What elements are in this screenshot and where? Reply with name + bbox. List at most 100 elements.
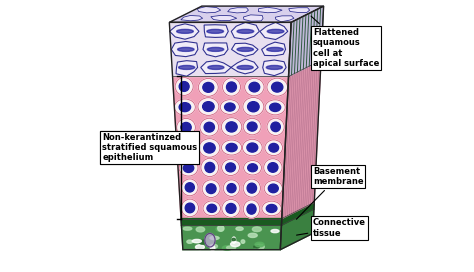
Ellipse shape <box>252 227 262 232</box>
Ellipse shape <box>236 227 243 230</box>
Ellipse shape <box>225 103 235 111</box>
Ellipse shape <box>266 204 277 213</box>
Ellipse shape <box>271 230 279 233</box>
Ellipse shape <box>210 245 215 251</box>
Ellipse shape <box>232 237 236 243</box>
Ellipse shape <box>270 103 281 112</box>
Ellipse shape <box>232 238 236 241</box>
Ellipse shape <box>199 139 220 157</box>
Ellipse shape <box>206 184 216 194</box>
Ellipse shape <box>225 162 236 172</box>
Ellipse shape <box>211 236 218 239</box>
Ellipse shape <box>202 102 214 112</box>
Ellipse shape <box>218 225 224 231</box>
Ellipse shape <box>210 244 218 248</box>
Ellipse shape <box>262 201 281 216</box>
Ellipse shape <box>177 29 193 33</box>
Ellipse shape <box>183 163 194 173</box>
Ellipse shape <box>224 103 236 112</box>
Ellipse shape <box>226 143 237 152</box>
Ellipse shape <box>196 227 205 232</box>
Ellipse shape <box>266 205 277 212</box>
Ellipse shape <box>230 242 240 246</box>
Ellipse shape <box>179 102 191 112</box>
Ellipse shape <box>174 99 195 115</box>
Ellipse shape <box>179 81 190 92</box>
Polygon shape <box>231 59 258 74</box>
Ellipse shape <box>204 162 215 173</box>
Ellipse shape <box>243 179 260 197</box>
Polygon shape <box>204 25 228 38</box>
Ellipse shape <box>266 66 283 69</box>
Ellipse shape <box>222 246 232 250</box>
Ellipse shape <box>203 82 214 92</box>
Ellipse shape <box>202 180 220 197</box>
Polygon shape <box>182 225 282 250</box>
Ellipse shape <box>226 122 237 132</box>
Ellipse shape <box>192 239 201 243</box>
Ellipse shape <box>185 182 195 193</box>
Ellipse shape <box>267 29 284 33</box>
Ellipse shape <box>226 163 236 172</box>
Polygon shape <box>289 6 324 76</box>
Ellipse shape <box>179 160 198 176</box>
Ellipse shape <box>269 103 281 112</box>
Ellipse shape <box>183 143 193 152</box>
Ellipse shape <box>255 244 264 249</box>
Ellipse shape <box>183 164 194 172</box>
Ellipse shape <box>179 66 195 69</box>
Ellipse shape <box>195 245 204 249</box>
Ellipse shape <box>247 204 256 214</box>
Polygon shape <box>231 43 258 56</box>
Ellipse shape <box>207 204 217 212</box>
Ellipse shape <box>247 122 257 131</box>
Ellipse shape <box>220 100 239 115</box>
Ellipse shape <box>225 121 238 132</box>
Ellipse shape <box>270 122 281 132</box>
Ellipse shape <box>246 203 256 215</box>
Ellipse shape <box>265 140 283 156</box>
Ellipse shape <box>175 78 193 95</box>
Ellipse shape <box>244 160 262 175</box>
Ellipse shape <box>268 184 278 193</box>
Polygon shape <box>258 7 282 13</box>
Ellipse shape <box>271 122 280 132</box>
Ellipse shape <box>182 179 198 196</box>
Ellipse shape <box>241 240 245 243</box>
Ellipse shape <box>271 82 283 92</box>
Ellipse shape <box>182 199 199 217</box>
Ellipse shape <box>267 47 283 51</box>
Polygon shape <box>289 8 310 13</box>
Ellipse shape <box>227 183 237 193</box>
Polygon shape <box>228 8 248 13</box>
Ellipse shape <box>245 78 264 96</box>
Ellipse shape <box>207 204 217 213</box>
Ellipse shape <box>247 102 259 112</box>
Ellipse shape <box>203 142 216 153</box>
Ellipse shape <box>237 47 254 51</box>
Ellipse shape <box>247 163 258 172</box>
Ellipse shape <box>221 140 242 155</box>
Polygon shape <box>169 22 291 76</box>
Text: Non-kerantinzed
stratified squamous
epithelium: Non-kerantinzed stratified squamous epit… <box>102 133 197 162</box>
Text: Non-kerantinzed
stratified squamous
epithelium: Non-kerantinzed stratified squamous epit… <box>102 133 197 162</box>
Ellipse shape <box>247 101 260 112</box>
Ellipse shape <box>243 200 260 218</box>
Ellipse shape <box>227 246 236 249</box>
Ellipse shape <box>226 203 237 214</box>
Ellipse shape <box>201 158 219 177</box>
Ellipse shape <box>200 118 219 136</box>
Ellipse shape <box>185 183 194 192</box>
Ellipse shape <box>216 227 224 231</box>
Ellipse shape <box>179 82 189 91</box>
Ellipse shape <box>267 162 278 173</box>
Ellipse shape <box>205 233 215 247</box>
Ellipse shape <box>207 47 224 51</box>
Ellipse shape <box>181 122 191 132</box>
Ellipse shape <box>243 97 264 116</box>
Ellipse shape <box>222 78 240 96</box>
Ellipse shape <box>205 162 215 172</box>
Ellipse shape <box>208 66 224 69</box>
Ellipse shape <box>268 163 278 172</box>
Text: Flattened
squamous
cell at
apical surface: Flattened squamous cell at apical surfac… <box>311 16 379 68</box>
